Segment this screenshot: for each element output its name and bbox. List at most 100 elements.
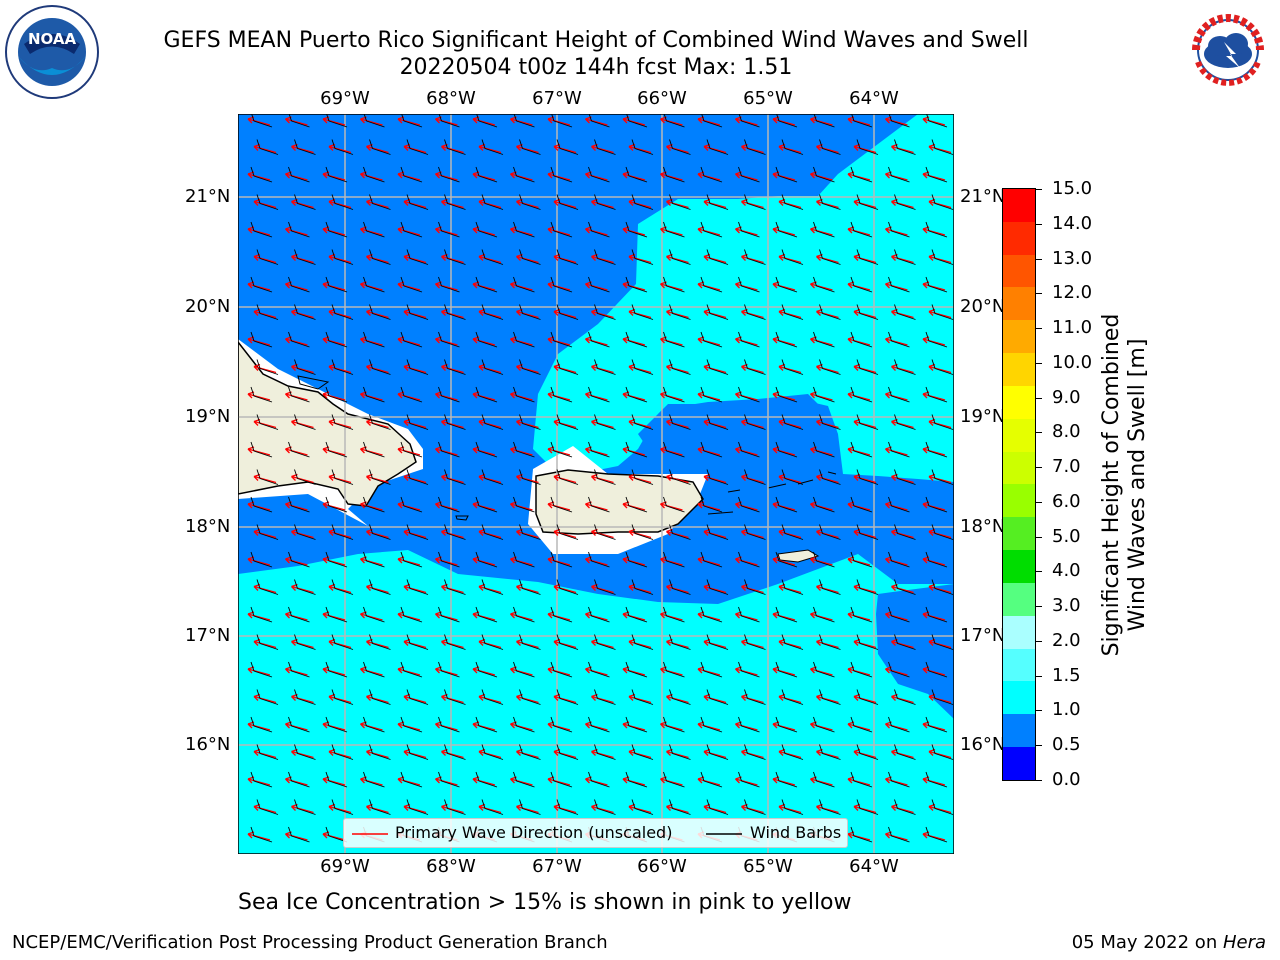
- wave-direction-arrow: [628, 805, 652, 814]
- wave-direction-arrow: [703, 750, 727, 759]
- wind-barb: [288, 771, 310, 788]
- wave-direction-arrow: [516, 200, 539, 209]
- wave-direction-arrow: [853, 200, 877, 209]
- wind-barb: [363, 771, 385, 788]
- lon-label-bottom: 64°W: [849, 856, 899, 877]
- wind-barb: [775, 771, 798, 788]
- wave-direction-arrow: [928, 255, 952, 264]
- wind-barb: [625, 441, 648, 458]
- wind-barb: [513, 331, 535, 348]
- wind-barb: [401, 114, 423, 128]
- wave-direction-arrow: [291, 255, 314, 264]
- lat-label-left: 20°N: [185, 296, 231, 317]
- colorbar-tick-mark: [1035, 675, 1042, 677]
- wave-direction-arrow: [922, 723, 946, 731]
- wave-direction-arrow: [403, 695, 427, 704]
- wind-barb: [669, 469, 691, 485]
- wave-direction-arrow: [253, 255, 277, 264]
- wind-barb: [513, 441, 535, 458]
- wind-barb: [706, 744, 729, 760]
- lat-label-right: 18°N: [960, 516, 1006, 537]
- wave-direction-arrow: [478, 475, 502, 484]
- wind-barb: [369, 524, 391, 540]
- wind-barb: [481, 414, 504, 430]
- colorbar-tick-mark: [1035, 745, 1042, 747]
- wind-barb: [819, 689, 841, 705]
- wave-direction-arrow: [253, 585, 277, 594]
- wave-direction-arrow: [366, 310, 389, 319]
- wind-barb: [444, 194, 466, 210]
- wind-barb: [369, 194, 391, 210]
- wind-barb: [331, 744, 354, 760]
- wave-direction-arrow: [628, 420, 652, 429]
- wind-barb: [556, 414, 579, 430]
- wind-barb: [363, 114, 385, 128]
- wind-barb: [744, 799, 766, 815]
- wind-barb: [288, 551, 310, 568]
- wind-barb: [363, 276, 385, 293]
- wave-direction-arrow: [322, 338, 346, 346]
- wave-direction-arrow: [285, 448, 308, 456]
- wave-direction-arrow: [810, 173, 833, 181]
- wind-barb: [325, 441, 348, 458]
- wind-barb: [331, 524, 354, 540]
- wave-direction-arrow: [891, 365, 914, 374]
- wind-barb: [294, 194, 316, 210]
- wind-barb: [813, 114, 835, 128]
- wave-direction-arrow: [772, 173, 796, 181]
- colorbar-band: [1003, 582, 1035, 616]
- wind-barb: [550, 166, 573, 183]
- wave-direction-arrow: [478, 695, 502, 704]
- wind-barb: [250, 716, 273, 733]
- wave-direction-arrow: [291, 695, 314, 704]
- wind-barb: [550, 496, 573, 513]
- wave-direction-arrow: [697, 723, 721, 731]
- wave-direction-arrow: [847, 613, 871, 621]
- wave-direction-arrow: [778, 310, 802, 319]
- wave-direction-arrow: [778, 200, 802, 209]
- wave-direction-arrow: [810, 558, 833, 566]
- wind-barb: [438, 114, 460, 128]
- wind-barb: [931, 194, 954, 210]
- wind-barb: [288, 716, 310, 733]
- lat-label-right: 20°N: [960, 296, 1006, 317]
- wave-direction-arrow: [291, 365, 314, 374]
- wave-direction-arrow: [441, 255, 464, 264]
- wind-barb: [738, 441, 760, 458]
- wind-barb: [856, 634, 879, 650]
- wind-barb: [894, 689, 916, 705]
- wave-direction-arrow: [285, 393, 308, 401]
- wave-direction-arrow: [810, 448, 833, 456]
- wind-barb: [256, 194, 279, 210]
- wave-direction-arrow: [441, 365, 464, 374]
- wave-direction-arrow: [628, 310, 652, 319]
- wave-direction-arrow: [547, 558, 571, 566]
- colorbar-tick-label: 4.0: [1052, 560, 1081, 582]
- wind-barb: [438, 386, 460, 403]
- wave-direction-arrow: [441, 805, 464, 814]
- wave-direction-arrow: [816, 530, 839, 539]
- wave-direction-arrow: [247, 778, 271, 786]
- wave-direction-arrow: [628, 255, 652, 264]
- wave-direction-arrow: [366, 200, 389, 209]
- wave-direction-arrow: [403, 750, 427, 759]
- wave-direction-arrow: [628, 585, 652, 594]
- wave-direction-arrow: [291, 640, 314, 649]
- wave-direction-arrow: [697, 448, 721, 456]
- wave-direction-arrow: [441, 750, 464, 759]
- wave-direction-arrow: [891, 640, 914, 649]
- wave-direction-arrow: [885, 668, 908, 676]
- wave-direction-arrow: [510, 228, 533, 236]
- wind-barb: [706, 359, 729, 375]
- wave-direction-arrow: [435, 723, 458, 731]
- colorbar-tick-mark: [1035, 571, 1042, 573]
- wind-barb: [894, 139, 916, 155]
- wave-direction-arrow: [666, 145, 689, 154]
- wind-barb: [369, 304, 391, 320]
- wave-direction-arrow: [853, 310, 877, 319]
- wave-direction-arrow: [772, 778, 796, 786]
- colorbar-band: [1003, 484, 1035, 518]
- wave-direction-arrow: [478, 200, 502, 209]
- wave-direction-arrow: [472, 448, 496, 456]
- wind-barb: [519, 139, 541, 155]
